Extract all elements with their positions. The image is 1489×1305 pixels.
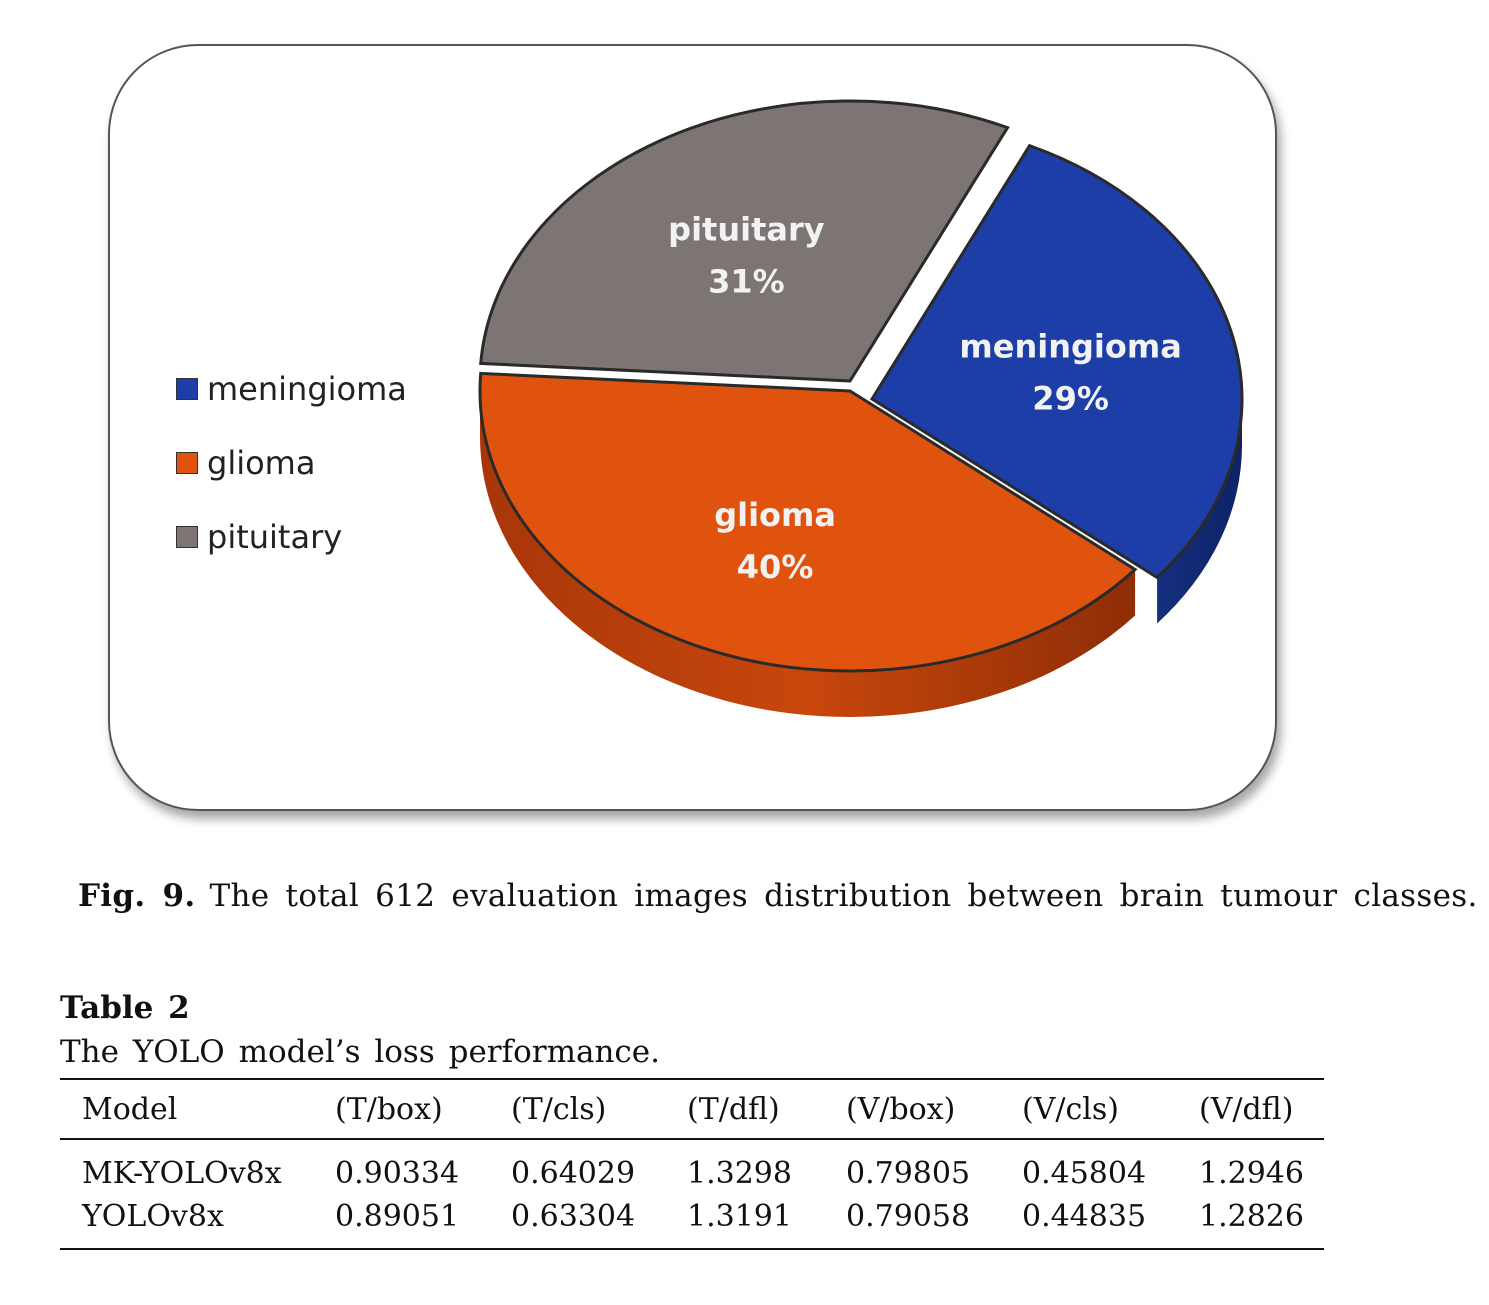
pie-slice-meningioma <box>869 143 1244 580</box>
table-cell: 1.3191 <box>687 1199 792 1234</box>
table-row: YOLOv8x 0.89051 0.63304 1.3191 0.79058 0… <box>60 1195 1324 1249</box>
table-cell: 0.89051 <box>335 1199 460 1234</box>
legend-swatch-pituitary <box>176 526 198 548</box>
caption-text: The total 612 evaluation images distribu… <box>209 878 1478 914</box>
pie-chart: meningioma 29% glioma 40% pituitary 31% <box>478 99 1244 717</box>
figure-frame: meningioma 29% glioma 40% pituitary 31% menin… <box>108 44 1277 811</box>
table-row: MK-YOLOv8x 0.90334 0.64029 1.3298 0.7980… <box>60 1139 1324 1195</box>
header-model: Model <box>82 1091 178 1127</box>
legend-label: meningioma <box>207 370 407 408</box>
table-cell: YOLOv8x <box>82 1199 224 1234</box>
slice-percent-meningioma: 29% <box>1032 379 1109 417</box>
header-v-box: (V/box) <box>846 1091 956 1127</box>
table-cell: 0.63304 <box>511 1199 636 1234</box>
pie-slice-glioma <box>478 371 1138 673</box>
caption-label: Fig. 9. <box>78 878 196 914</box>
pie-slice-pituitary <box>479 99 1010 383</box>
table-cell: 0.79058 <box>846 1199 971 1234</box>
table-title: Table 2 <box>60 990 190 1026</box>
table-cell: 0.79805 <box>846 1156 971 1191</box>
slice-percent-glioma: 40% <box>737 548 814 586</box>
slice-name-glioma: glioma <box>714 496 836 534</box>
table-cell: 0.64029 <box>511 1156 636 1191</box>
slice-name-pituitary: pituitary <box>668 210 825 248</box>
pie-side-glioma <box>480 391 1136 717</box>
slice-percent-pituitary: 31% <box>708 262 785 300</box>
table-subtitle: The YOLO model’s loss performance. <box>60 1034 660 1070</box>
legend-item-glioma: glioma <box>176 426 407 500</box>
table-cell: 1.3298 <box>687 1156 792 1191</box>
pie-side-meningioma <box>1157 399 1242 624</box>
legend-item-meningioma: meningioma <box>176 352 407 426</box>
legend-swatch-glioma <box>176 452 198 474</box>
table-cell: 0.45804 <box>1022 1156 1147 1191</box>
figure-caption: Fig. 9. The total 612 evaluation images d… <box>78 878 1477 914</box>
legend: meningioma glioma pituitary <box>176 352 407 574</box>
table-cell: 0.90334 <box>335 1156 460 1191</box>
table-cell: MK-YOLOv8x <box>82 1156 282 1191</box>
table-cell: 0.44835 <box>1022 1199 1147 1234</box>
legend-item-pituitary: pituitary <box>176 500 407 574</box>
loss-table: Model (T/box) (T/cls) (T/dfl) (V/box) (V… <box>60 1078 1324 1250</box>
table-header-row: Model (T/box) (T/cls) (T/dfl) (V/box) (V… <box>60 1079 1324 1139</box>
slice-name-meningioma: meningioma <box>959 327 1181 365</box>
legend-label: glioma <box>207 444 316 482</box>
table-cell: 1.2946 <box>1199 1156 1304 1191</box>
legend-label: pituitary <box>207 518 343 556</box>
header-t-box: (T/box) <box>335 1091 443 1127</box>
header-v-cls: (V/cls) <box>1022 1091 1119 1127</box>
header-v-dfl: (V/dfl) <box>1199 1091 1294 1127</box>
header-t-cls: (T/cls) <box>511 1091 607 1127</box>
legend-swatch-meningioma <box>176 378 198 400</box>
table-cell: 1.2826 <box>1199 1199 1304 1234</box>
header-t-dfl: (T/dfl) <box>687 1091 780 1127</box>
